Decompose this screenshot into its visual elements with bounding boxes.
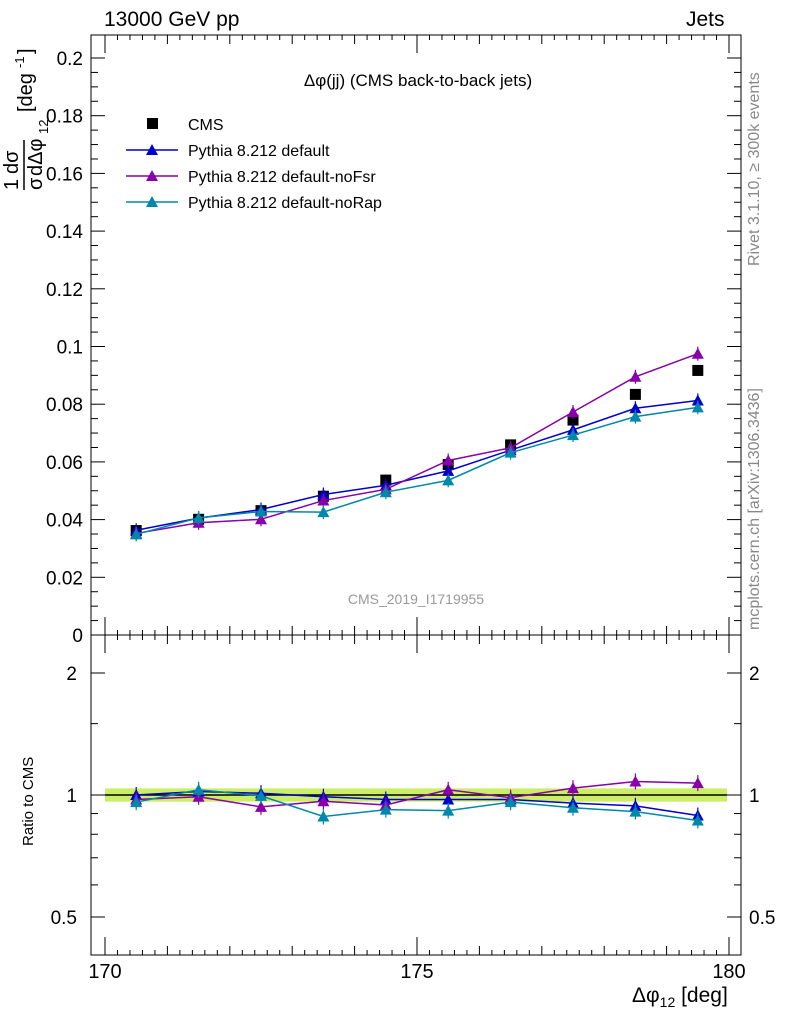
- x-tick-label: 180: [712, 961, 745, 983]
- mc-data-point: [255, 513, 267, 525]
- mc-data-point: [379, 486, 392, 498]
- legend-label: Pythia 8.212 default: [188, 143, 330, 160]
- main-y-tick-label: 0.14: [46, 222, 83, 243]
- ratio-line: [136, 789, 698, 822]
- mc-data-point: [317, 506, 330, 518]
- mc-data-point: [442, 474, 455, 486]
- mc-data-point: [504, 446, 517, 458]
- main-y-tick-label: 0.18: [46, 107, 83, 128]
- process-label: 13000 GeV pp: [104, 8, 240, 31]
- svg-text:[deg: [deg: [15, 73, 37, 112]
- legend-label: CMS: [188, 117, 224, 134]
- x-tick-label: 170: [88, 961, 121, 983]
- mc-data-point: [629, 370, 642, 382]
- mc-data-point: [629, 402, 642, 414]
- cms-data-point: [629, 388, 641, 400]
- main-y-tick-label: 0.08: [46, 395, 83, 416]
- mc-data-point: [442, 454, 455, 466]
- x-axis-label: Δφ12 [deg]: [632, 984, 728, 1011]
- svg-text:dΔφ: dΔφ: [25, 139, 47, 176]
- mc-data-point: [691, 394, 704, 406]
- legend-entry: CMS: [147, 117, 224, 134]
- svg-text:12: 12: [36, 120, 51, 134]
- legend-marker: [147, 118, 158, 129]
- main-y-tick-label: 0.1: [57, 338, 83, 359]
- ratio-y-tick-label-right: 2: [749, 664, 760, 685]
- mc-data-point: [192, 511, 205, 523]
- main-y-axis-label: 1 dσ σ dΔφ 12 [deg -1 ]: [0, 30, 60, 190]
- mc-data-point: [317, 494, 330, 506]
- ratio-point: [255, 800, 267, 812]
- ratio-point: [317, 810, 330, 822]
- mc-data-point: [442, 464, 455, 476]
- legend-marker: [146, 144, 158, 155]
- series-line: [136, 406, 698, 536]
- mc-data-point: [255, 505, 267, 517]
- legend-marker: [146, 196, 158, 207]
- ratio-point: [130, 796, 143, 808]
- legend-entry: Pythia 8.212 default-noFsr: [126, 169, 376, 186]
- ratio-point: [629, 805, 642, 817]
- ratio-point: [567, 782, 579, 794]
- legend-entry: Pythia 8.212 default: [126, 143, 330, 160]
- ratio-y-tick-label-right: 0.5: [749, 908, 775, 929]
- ratio-y-tick-label: 1: [66, 786, 77, 807]
- legend-entry: Pythia 8.212 default-noRap: [126, 195, 382, 212]
- legend-label: Pythia 8.212 default-noFsr: [188, 169, 376, 186]
- cms-data-point: [567, 414, 579, 426]
- ratio-point: [192, 783, 205, 795]
- ratio-point: [691, 777, 704, 789]
- ratio-line: [136, 780, 698, 808]
- x-tick-label: 175: [400, 961, 433, 983]
- svg-text:]: ]: [15, 48, 37, 54]
- mc-data-point: [629, 410, 642, 422]
- mc-data-point: [567, 405, 579, 417]
- svg-text:dσ: dσ: [1, 150, 23, 174]
- svg-text:σ: σ: [25, 177, 47, 190]
- svg-text:-1: -1: [12, 56, 27, 68]
- mc-data-point: [691, 347, 704, 359]
- series-line: [136, 399, 698, 532]
- main-y-tick-label: 0.06: [46, 453, 83, 474]
- ratio-point: [255, 789, 267, 801]
- ratio-point: [567, 801, 579, 813]
- svg-text:1: 1: [1, 179, 23, 190]
- ratio-series-pythia-8-212-default-norap: [130, 781, 704, 829]
- main-y-tick-label: 0.02: [46, 568, 83, 589]
- main-y-tick-label: 0.16: [46, 164, 83, 185]
- ratio-y-axis-label: Ratio to CMS: [20, 756, 37, 846]
- ratio-point: [379, 803, 392, 815]
- main-y-tick-label: 0.04: [46, 511, 83, 532]
- series-pythia-8-212-default-nofsr: [130, 346, 704, 541]
- cms-data-point: [692, 364, 704, 376]
- ratio-point: [317, 795, 330, 807]
- main-y-tick-label: 0.2: [57, 49, 83, 70]
- ratio-point: [504, 796, 517, 808]
- ratio-point: [442, 793, 455, 805]
- mc-data-point: [130, 528, 143, 540]
- category-label: Jets: [686, 8, 725, 31]
- legend-marker: [146, 170, 158, 181]
- ratio-y-tick-label: 0.5: [51, 908, 77, 929]
- ratio-point: [442, 804, 455, 816]
- ratio-y-tick-label-right: 1: [749, 786, 760, 807]
- chart-title: Δφ(jj) (CMS back-to-back jets): [304, 71, 532, 90]
- series-line: [136, 353, 699, 535]
- ratio-point: [691, 814, 704, 826]
- analysis-watermark: CMS_2019_I1719955: [348, 591, 484, 607]
- ratio-y-tick-label: 2: [66, 664, 77, 685]
- mc-data-point: [567, 429, 579, 441]
- mc-data-point: [691, 401, 704, 413]
- series-cms: [130, 364, 704, 537]
- ratio-point: [442, 783, 455, 795]
- main-y-tick-label: 0: [72, 626, 83, 647]
- series-pythia-8-212-default-norap: [130, 400, 704, 542]
- ratio-point: [629, 775, 642, 787]
- legend-label: Pythia 8.212 default-noRap: [188, 195, 382, 212]
- main-y-tick-label: 0.12: [46, 280, 83, 301]
